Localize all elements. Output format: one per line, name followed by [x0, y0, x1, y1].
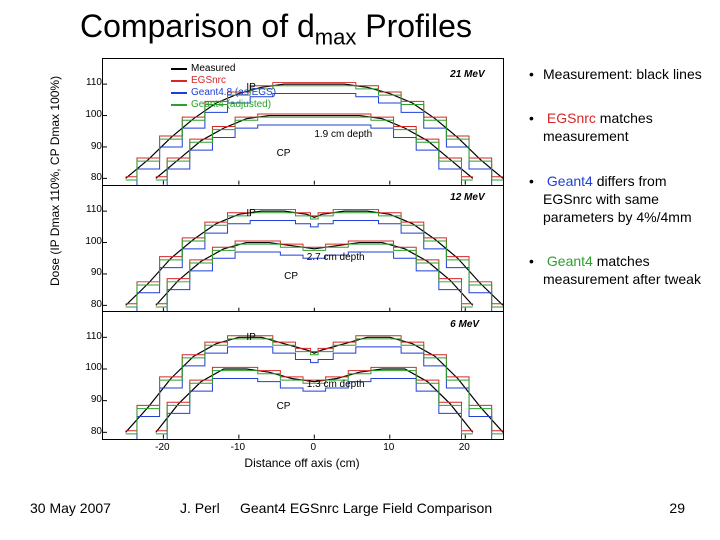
x-tick-label: 20 — [449, 442, 479, 453]
y-tick-label: 100 — [72, 109, 102, 120]
plot-annotation: 2.7 cm depth — [307, 252, 365, 263]
y-tick-label: 110 — [72, 204, 102, 215]
legend-label: Geant4.8 (as EGS) — [191, 87, 276, 99]
plot-annotation: 1.3 cm depth — [307, 379, 365, 390]
y-tick-label: 100 — [72, 362, 102, 373]
y-tick-label: 110 — [72, 77, 102, 88]
y-axis-label: Dose (IP Dmax 110%, CP Dmax 100%) — [48, 76, 62, 286]
y-tick-label: 100 — [72, 236, 102, 247]
chart-panel: IP CP 2.7 cm depth 12 MeV — [103, 186, 503, 313]
y-tick-label: 80 — [72, 426, 102, 437]
chart-panels: IPCP1.9 cm depth21 MeVMeasuredEGSnrcGean… — [102, 58, 504, 440]
y-tick-label: 90 — [72, 394, 102, 405]
bullet-item: EGSnrc matches measurement — [525, 109, 713, 145]
plot-annotation: 1.9 cm depth — [314, 129, 372, 140]
footer-page: 29 — [669, 500, 685, 516]
legend-label: Measured — [191, 63, 235, 75]
footer-title: Geant4 EGSnrc Large Field Comparison — [240, 500, 492, 516]
y-tick-label: 110 — [72, 331, 102, 342]
chart-panel: IP CP 1.3 cm depth 6 MeV — [103, 312, 503, 439]
footer-date: 30 May 2007 — [30, 500, 111, 516]
y-tick-label: 80 — [72, 172, 102, 183]
plot-annotation: CP — [284, 271, 298, 282]
x-tick-label: 0 — [298, 442, 328, 453]
y-tick-label: 90 — [72, 141, 102, 152]
y-tick-label: 90 — [72, 267, 102, 278]
footer-author: J. Perl — [180, 500, 220, 516]
x-tick-label: -20 — [147, 442, 177, 453]
plot-annotation: CP — [277, 148, 291, 159]
plot-annotation: IP — [246, 332, 255, 343]
plot-annotation: 12 MeV — [450, 192, 484, 203]
x-tick-label: -10 — [223, 442, 253, 453]
bullet-list: Measurement: black lines EGSnrc matches … — [525, 65, 713, 315]
plot-annotation: 21 MeV — [450, 69, 484, 80]
legend-label: EGSnrc — [191, 75, 226, 87]
legend-label: Geant4 (adjusted) — [191, 99, 271, 111]
y-tick-label: 80 — [72, 299, 102, 310]
bullet-item: Geant4 differs from EGSnrc with same par… — [525, 172, 713, 227]
legend: MeasuredEGSnrcGeant4.8 (as EGS)Geant4 (a… — [171, 63, 276, 111]
chart-panel: IPCP1.9 cm depth21 MeVMeasuredEGSnrcGean… — [103, 59, 503, 186]
bullet-item: Measurement: black lines — [525, 65, 713, 83]
x-tick-label: 10 — [374, 442, 404, 453]
footer: 30 May 2007 J. Perl Geant4 EGSnrc Large … — [0, 500, 720, 530]
plot-annotation: CP — [277, 401, 291, 412]
figure: Dose (IP Dmax 110%, CP Dmax 100%) IP CP 1.… — [40, 58, 510, 470]
plot-annotation: IP — [246, 208, 255, 219]
bullet-item: Geant4 matches measurement after tweak — [525, 252, 713, 288]
x-axis-label: Distance off axis (cm) — [102, 456, 502, 470]
plot-annotation: 6 MeV — [450, 319, 479, 330]
slide-title: Comparison of dmax Profiles — [80, 8, 472, 50]
